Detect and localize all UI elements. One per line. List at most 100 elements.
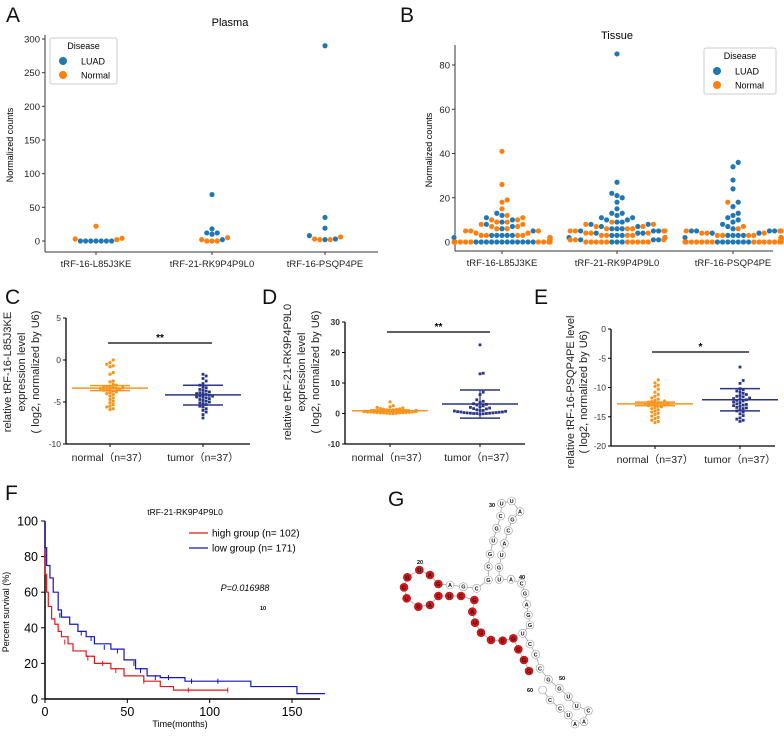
- nucleotide-letter: A: [448, 583, 452, 589]
- normal-point: [630, 226, 636, 232]
- nucleotide: A: [468, 607, 477, 616]
- luad-point: [483, 239, 489, 245]
- normal-point: [108, 401, 112, 405]
- tumor-point: [741, 388, 745, 392]
- normal-point: [583, 221, 589, 227]
- tumor-point: [481, 399, 485, 403]
- luad-point: [509, 239, 515, 245]
- luad-point: [650, 228, 657, 234]
- nucleotide-letter: G: [516, 647, 520, 653]
- significance-label: *: [699, 342, 703, 353]
- tumor-point: [485, 412, 488, 415]
- nucleotide-letter: U: [510, 499, 514, 505]
- tumor-point: [201, 405, 205, 409]
- y-tick-label: -10: [328, 439, 341, 449]
- luad-point: [489, 239, 495, 245]
- tumor-point: [198, 401, 202, 405]
- normal-point: [572, 237, 579, 243]
- nucleotide-circle: [498, 636, 507, 645]
- nucleotide-letter: U: [405, 596, 409, 602]
- nucleotide-letter: G: [405, 575, 409, 581]
- normal-point: [653, 390, 657, 394]
- nucleotide-circle: [509, 634, 518, 643]
- luad-point: [614, 179, 620, 185]
- normal-point: [111, 407, 115, 411]
- nucleotide-circle: [470, 595, 479, 605]
- normal-point: [111, 371, 115, 375]
- normal-point: [640, 223, 646, 230]
- tumor-point: [745, 406, 748, 410]
- normal-point: [108, 391, 112, 395]
- nucleotide-circle: [508, 515, 517, 524]
- normal-point: [463, 228, 469, 234]
- luad-point: [77, 238, 83, 244]
- normal-point: [583, 239, 589, 245]
- y-axis-label: Normalized counts: [5, 107, 15, 182]
- legend-marker: [59, 57, 67, 65]
- normal-point: [499, 181, 505, 188]
- tumor-point: [472, 407, 475, 411]
- luad-point: [730, 186, 736, 192]
- normal-point: [656, 392, 660, 397]
- nucleotide-circle: [579, 717, 589, 726]
- normal-point: [567, 228, 573, 234]
- luad-point: [619, 219, 625, 225]
- nucleotide-letter: C: [548, 698, 552, 704]
- tumor-point: [208, 400, 211, 404]
- position-label: 40: [519, 575, 525, 581]
- normal-point: [535, 228, 542, 234]
- tumor-point: [459, 410, 463, 414]
- tumor-point: [732, 400, 735, 404]
- x-tick-label: 0: [42, 705, 49, 719]
- luad-point: [214, 230, 220, 236]
- tumor-point: [475, 403, 479, 407]
- nucleotide-circle: [470, 618, 480, 627]
- nucleotide-letter: C: [459, 594, 463, 600]
- normal-point: [375, 405, 379, 409]
- nucleotide: U: [489, 536, 498, 545]
- nucleotide-circle: [415, 565, 424, 575]
- tumor-point: [198, 398, 202, 401]
- tumor-point: [485, 407, 488, 411]
- luad-point: [766, 228, 773, 234]
- luad-point: [730, 204, 736, 210]
- nucleotide-circle: [514, 645, 523, 654]
- x-tick-label: tRF-16-L85J3KE: [467, 258, 538, 269]
- nucleotide: C: [434, 591, 443, 601]
- luad-point: [322, 225, 328, 231]
- y-tick-label: 80: [24, 550, 38, 564]
- normal-point: [478, 232, 484, 238]
- normal-point: [108, 407, 112, 412]
- tumor-point: [475, 412, 479, 415]
- normal-point: [650, 414, 654, 418]
- y-axis-label: ( log2, normalized by U6): [30, 311, 42, 434]
- luad-point: [103, 238, 109, 244]
- normal-point: [650, 410, 654, 414]
- luad-point: [478, 239, 484, 245]
- normal-point: [499, 148, 505, 154]
- y-axis-label: expression level: [16, 333, 28, 412]
- nucleotide-letter: C: [538, 666, 542, 672]
- luad-point: [209, 226, 215, 232]
- luad-point: [735, 159, 741, 165]
- luad-point: [619, 239, 625, 245]
- normal-point: [515, 217, 521, 223]
- position-label: 60: [527, 688, 533, 694]
- normal-point: [504, 212, 510, 219]
- nucleotide-letter: G: [522, 658, 526, 664]
- luad-point: [322, 43, 328, 49]
- luad-point: [614, 212, 620, 219]
- tumor-point: [208, 397, 211, 401]
- nucleotide: A: [570, 719, 580, 729]
- nucleotide-letter: U: [497, 577, 501, 583]
- nucleotide-letter: U: [473, 621, 477, 627]
- nucleotide-circle: [425, 570, 435, 580]
- normal-point: [111, 392, 115, 397]
- normal-point: [317, 237, 323, 243]
- luad-point: [499, 212, 505, 219]
- luad-point: [614, 192, 620, 199]
- luad-point: [483, 221, 489, 227]
- nucleotide: A: [425, 570, 435, 580]
- legend-marker: [713, 67, 721, 75]
